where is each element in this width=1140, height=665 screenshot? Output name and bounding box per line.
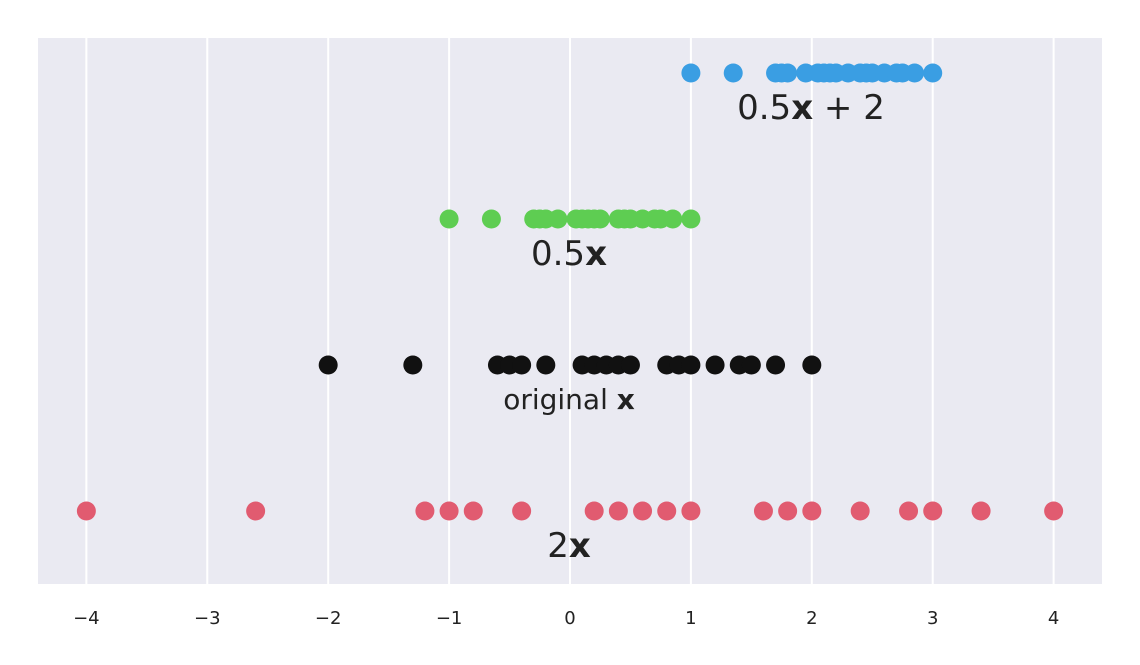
- data-point: [590, 209, 610, 229]
- data-point: [681, 501, 701, 521]
- series-label-variable: x: [791, 88, 813, 128]
- series-label-variable: x: [617, 383, 635, 416]
- data-point: [512, 355, 532, 375]
- data-point: [681, 63, 701, 83]
- series-label: 2x: [547, 526, 591, 566]
- data-point: [439, 501, 459, 521]
- x-tick-label: −4: [73, 608, 100, 629]
- x-axis-ticks: −4 −3 −2 −1 0 1 2 3 4: [73, 608, 1059, 629]
- data-point: [536, 355, 556, 375]
- data-point: [608, 501, 628, 521]
- data-point: [633, 501, 653, 521]
- series-label-text: 0.5: [531, 234, 585, 274]
- data-point: [899, 501, 919, 521]
- data-point: [741, 355, 761, 375]
- data-point: [905, 63, 925, 83]
- x-tick-label: 3: [927, 608, 938, 629]
- x-tick-label: 4: [1048, 608, 1059, 629]
- data-point: [246, 501, 266, 521]
- data-point: [766, 355, 786, 375]
- data-point: [705, 355, 725, 375]
- data-point: [512, 501, 532, 521]
- data-point: [802, 355, 822, 375]
- data-point: [802, 501, 822, 521]
- data-point: [753, 501, 773, 521]
- data-points: [76, 63, 1064, 521]
- series-label: original x: [503, 383, 635, 416]
- data-point: [620, 355, 640, 375]
- series-label: 0.5x: [531, 234, 607, 274]
- data-point: [403, 355, 423, 375]
- data-point: [657, 501, 677, 521]
- grid-lines: [85, 38, 1055, 584]
- data-point: [463, 501, 483, 521]
- x-tick-label: 2: [806, 608, 817, 629]
- x-tick-label: −1: [436, 608, 463, 629]
- data-point: [415, 501, 435, 521]
- x-tick-label: 1: [685, 608, 696, 629]
- series-label-text: original: [503, 383, 617, 416]
- data-point: [481, 209, 501, 229]
- series-label-text: + 2: [813, 88, 885, 128]
- data-point: [923, 501, 943, 521]
- series-label-text: 2: [547, 526, 569, 566]
- data-point: [548, 209, 568, 229]
- series-label-variable: x: [585, 234, 607, 274]
- data-point: [971, 501, 991, 521]
- data-point: [584, 501, 604, 521]
- x-tick-label: −3: [194, 608, 221, 629]
- data-point: [778, 63, 798, 83]
- data-point: [318, 355, 338, 375]
- x-tick-label: 0: [564, 608, 575, 629]
- data-point: [663, 209, 683, 229]
- data-point: [76, 501, 96, 521]
- data-point: [681, 209, 701, 229]
- data-point: [439, 209, 459, 229]
- series-label-text: 0.5: [737, 88, 791, 128]
- data-point: [923, 63, 943, 83]
- data-point: [681, 355, 701, 375]
- series-label-variable: x: [569, 526, 591, 566]
- data-point: [723, 63, 743, 83]
- data-point: [1044, 501, 1064, 521]
- x-tick-label: −2: [315, 608, 342, 629]
- data-point: [850, 501, 870, 521]
- series-label: 0.5x + 2: [737, 88, 885, 128]
- data-point: [778, 501, 798, 521]
